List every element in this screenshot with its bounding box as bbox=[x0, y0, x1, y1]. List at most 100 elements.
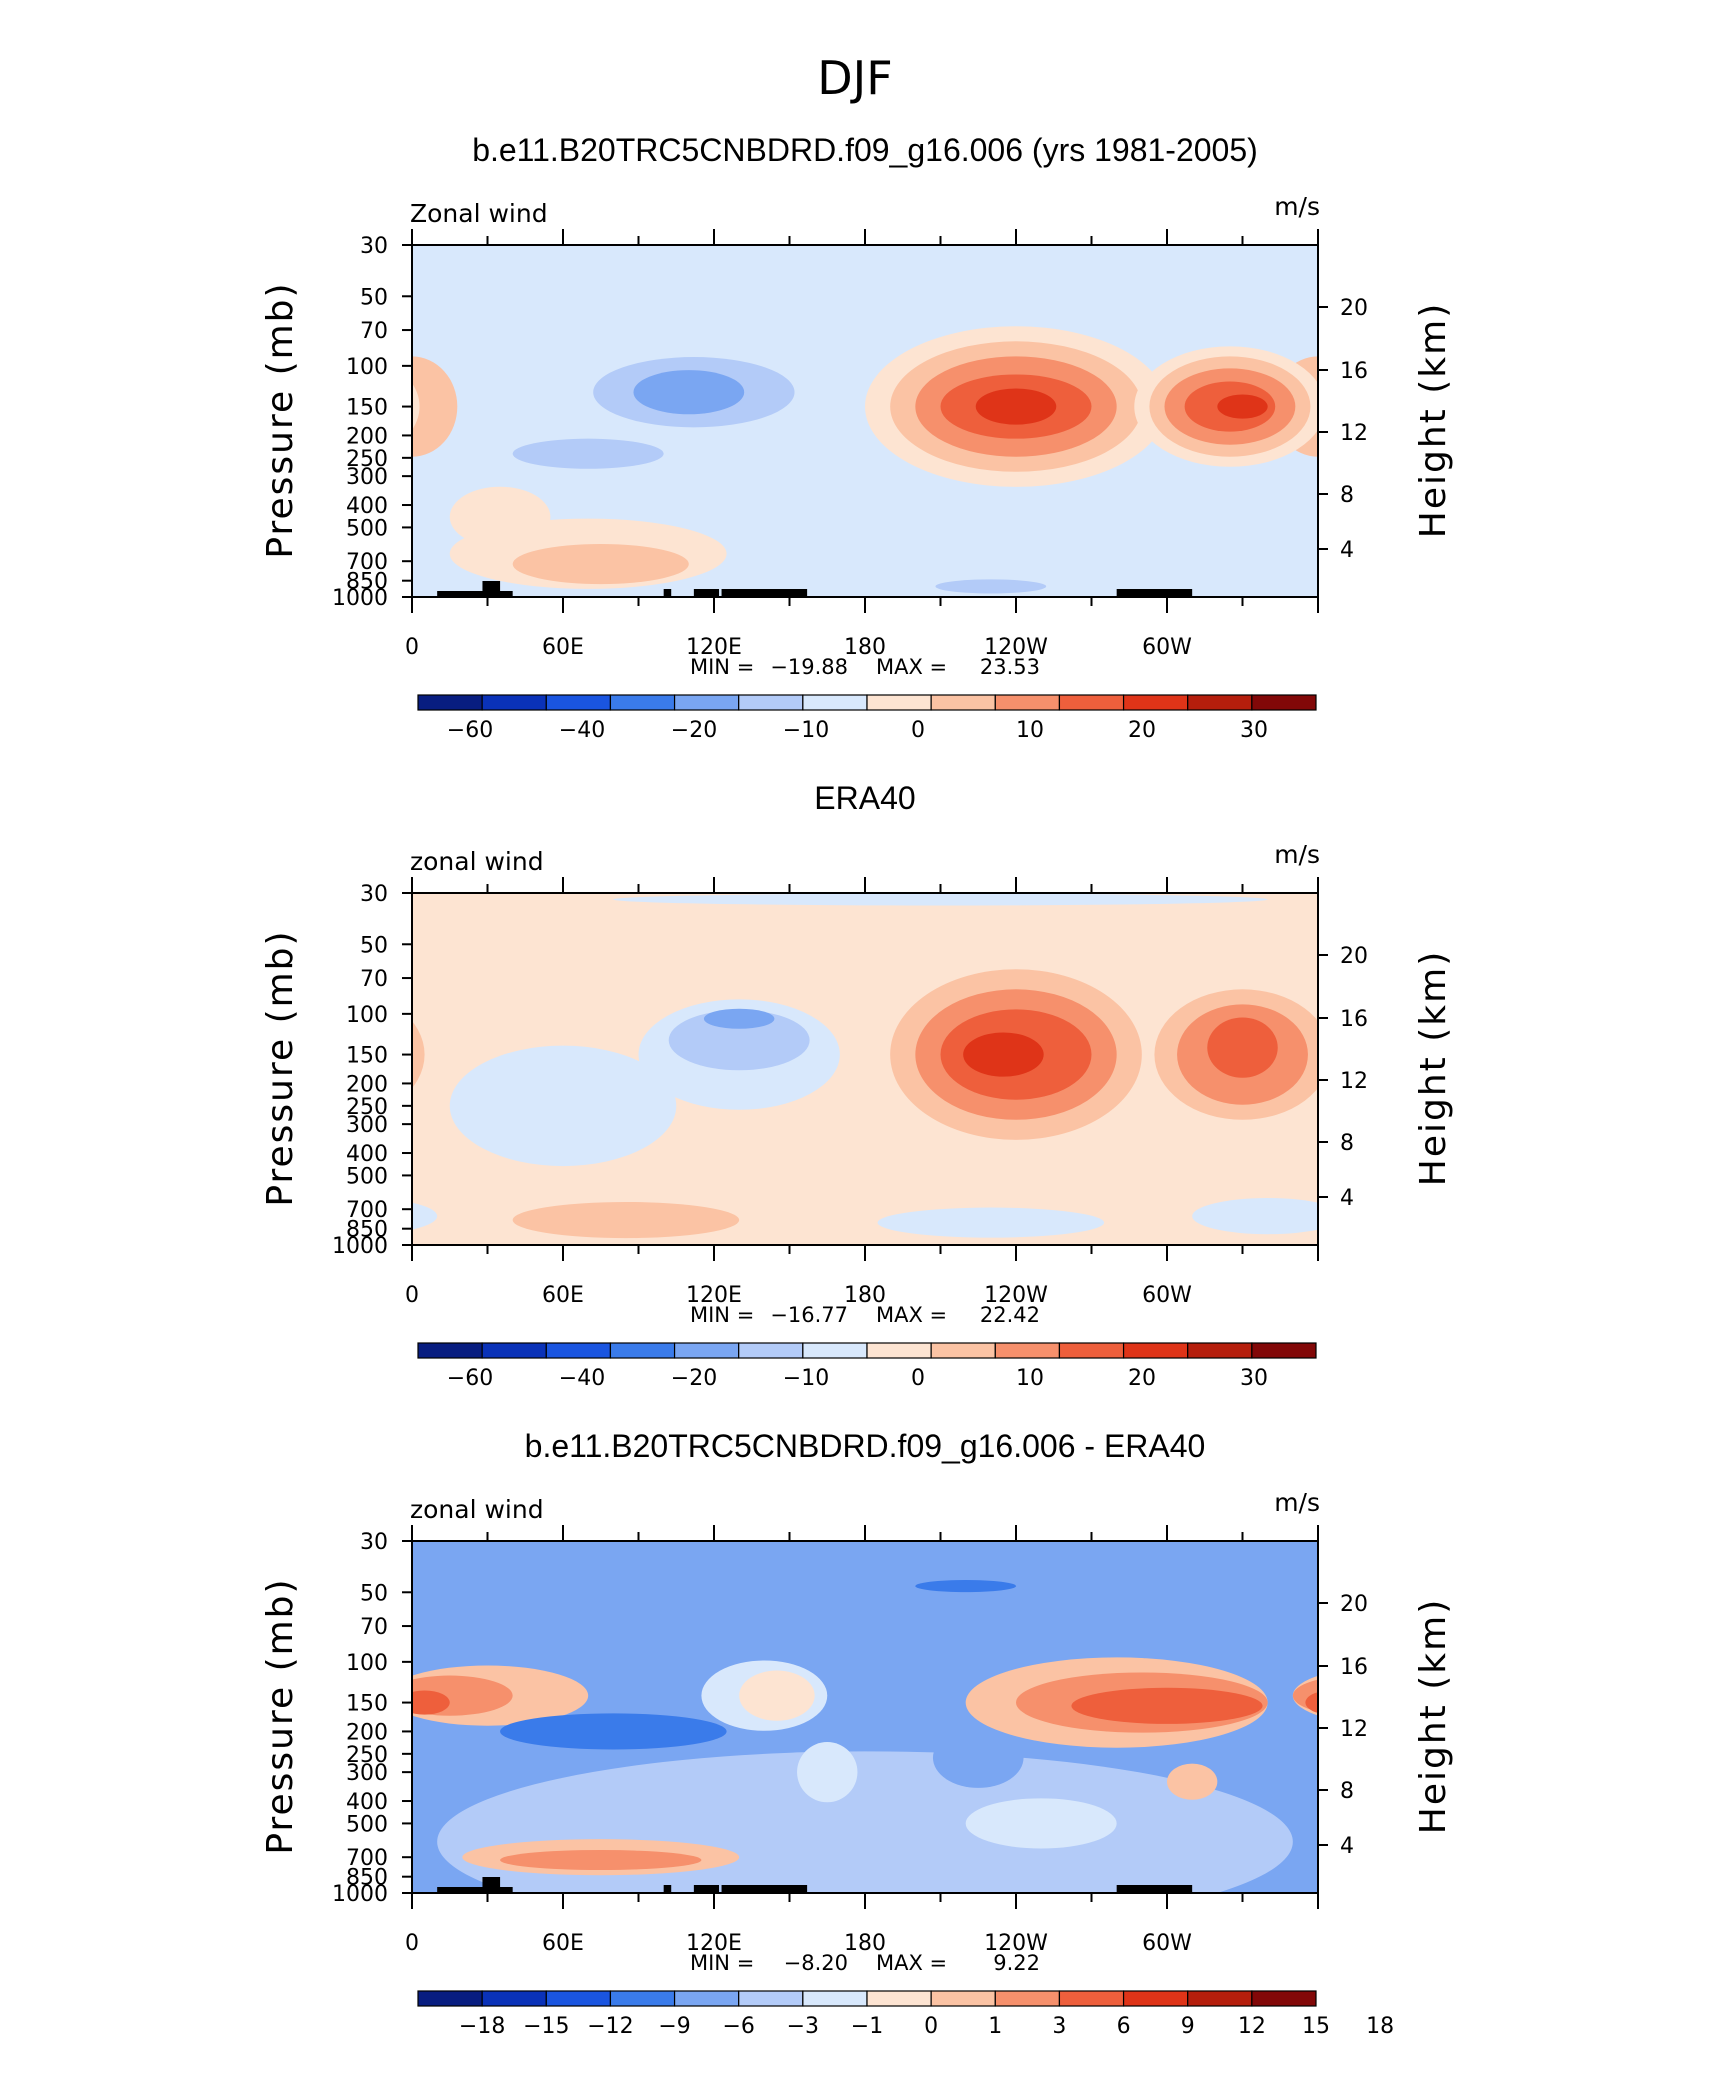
colorbar-label: −3 bbox=[787, 2014, 819, 2039]
contour-region bbox=[1071, 1687, 1263, 1724]
colorbar-swatch bbox=[1187, 1990, 1253, 2007]
variable-label: zonal wind bbox=[410, 1495, 544, 1524]
y-axis-title-right: Height (km) bbox=[1413, 950, 1454, 1186]
contour-region bbox=[935, 579, 1047, 594]
colorbar-swatch bbox=[738, 1342, 804, 1359]
colorbar-swatch bbox=[802, 1990, 868, 2007]
colorbar-swatch bbox=[545, 1342, 612, 1359]
colorbar-label: −40 bbox=[559, 718, 605, 743]
y-right-tick-label: 16 bbox=[1340, 1007, 1368, 1032]
colorbar-label: −10 bbox=[783, 1366, 829, 1391]
x-tick-label: 180 bbox=[844, 635, 886, 660]
max-value: 9.22 bbox=[993, 1951, 1040, 1975]
contour-region bbox=[963, 1032, 1044, 1077]
colorbar-label: −1 bbox=[851, 2014, 883, 2039]
colorbar-label: 10 bbox=[1016, 718, 1044, 743]
y-tick-label: 50 bbox=[360, 933, 388, 958]
colorbar-swatch bbox=[802, 694, 868, 711]
y-right-tick-label: 20 bbox=[1340, 1592, 1368, 1617]
colorbar-label: 3 bbox=[1052, 2014, 1066, 2039]
x-tick-label: 120E bbox=[686, 1931, 742, 1956]
topography-mask bbox=[437, 1887, 513, 1893]
colorbar-swatch bbox=[1187, 694, 1253, 711]
x-tick-label: 120E bbox=[686, 1283, 742, 1308]
y-tick-label: 700 bbox=[346, 1846, 388, 1871]
contour-region bbox=[739, 1670, 815, 1721]
contour-region bbox=[1167, 1763, 1218, 1800]
contour-region bbox=[932, 1727, 1024, 1788]
contour-region bbox=[633, 370, 745, 415]
y-tick-label: 300 bbox=[346, 465, 388, 490]
y-tick-label: 50 bbox=[360, 285, 388, 310]
y-tick-label: 100 bbox=[346, 1003, 388, 1028]
colorbar-label: −20 bbox=[671, 718, 717, 743]
colorbar-label: 15 bbox=[1302, 2014, 1330, 2039]
contour-region bbox=[1217, 394, 1268, 419]
y-right-tick-label: 8 bbox=[1340, 1779, 1354, 1804]
colorbar-label: −40 bbox=[559, 1366, 605, 1391]
colorbar-swatch bbox=[1187, 1342, 1253, 1359]
y-right-tick-label: 20 bbox=[1340, 944, 1368, 969]
x-tick-label: 60E bbox=[542, 635, 584, 660]
topography-mask bbox=[693, 589, 720, 597]
topography-mask bbox=[437, 591, 513, 597]
contour-region bbox=[449, 486, 551, 547]
colorbar-swatch bbox=[481, 1990, 547, 2007]
topography-mask bbox=[663, 1885, 672, 1893]
x-tick-label: 0 bbox=[405, 1283, 419, 1308]
min-label: MIN = bbox=[690, 655, 754, 679]
y-tick-label: 1000 bbox=[332, 586, 388, 611]
y-right-tick-label: 8 bbox=[1340, 483, 1354, 508]
contour-region bbox=[965, 1798, 1117, 1849]
contour-region bbox=[1305, 1692, 1318, 1713]
contour-region bbox=[412, 356, 458, 457]
y-axis-title: Pressure (mb) bbox=[260, 281, 301, 558]
colorbar-label: 0 bbox=[924, 2014, 938, 2039]
y-tick-label: 30 bbox=[360, 1530, 388, 1555]
contour-region bbox=[797, 1742, 858, 1803]
colorbar-swatch bbox=[1122, 1342, 1189, 1359]
y-right-tick-label: 16 bbox=[1340, 359, 1368, 384]
x-tick-label: 120W bbox=[984, 1283, 1048, 1308]
contour-region bbox=[412, 1202, 438, 1230]
contour-region bbox=[412, 1675, 513, 1716]
y-tick-label: 500 bbox=[346, 1812, 388, 1837]
min-label: MIN = bbox=[690, 1303, 754, 1327]
y-tick-label: 30 bbox=[360, 234, 388, 259]
max-value: 23.53 bbox=[980, 655, 1040, 679]
panel-title: b.e11.B20TRC5CNBDRD.f09_g16.006 - ERA40 bbox=[525, 1428, 1206, 1464]
topography-mask bbox=[721, 589, 808, 597]
y-tick-label: 700 bbox=[346, 550, 388, 575]
y-right-tick-label: 4 bbox=[1340, 1834, 1354, 1859]
topography-mask bbox=[1116, 1885, 1193, 1893]
colorbar-label: −20 bbox=[671, 1366, 717, 1391]
y-tick-label: 850 bbox=[346, 570, 388, 595]
x-tick-label: 120E bbox=[686, 635, 742, 660]
y-tick-label: 70 bbox=[360, 319, 388, 344]
contour-field bbox=[412, 893, 1318, 1245]
colorbar-swatch bbox=[802, 1342, 868, 1359]
y-tick-label: 500 bbox=[346, 1164, 388, 1189]
y-tick-label: 300 bbox=[346, 1113, 388, 1138]
topography-mask bbox=[663, 589, 672, 597]
y-tick-label: 850 bbox=[346, 1218, 388, 1243]
y-tick-label: 850 bbox=[346, 1866, 388, 1891]
y-tick-label: 150 bbox=[346, 1692, 388, 1717]
x-tick-label: 60W bbox=[1142, 1283, 1192, 1308]
y-right-tick-label: 12 bbox=[1340, 1717, 1368, 1742]
colorbar-swatch bbox=[417, 1342, 483, 1359]
x-tick-label: 120W bbox=[984, 635, 1048, 660]
y-tick-label: 200 bbox=[346, 424, 388, 449]
colorbar-label: −15 bbox=[523, 2014, 569, 2039]
colorbar-swatch bbox=[1251, 694, 1317, 711]
contour-field bbox=[412, 1541, 1318, 1893]
y-right-tick-label: 4 bbox=[1340, 538, 1354, 563]
contour-region bbox=[449, 1045, 677, 1167]
units-label: m/s bbox=[1274, 192, 1320, 221]
topography-mask bbox=[482, 1877, 501, 1893]
y-axis-title: Pressure (mb) bbox=[260, 1577, 301, 1854]
colorbar-swatch bbox=[738, 694, 804, 711]
colorbar-label: 6 bbox=[1117, 2014, 1131, 2039]
colorbar-label: −18 bbox=[459, 2014, 505, 2039]
contour-region bbox=[500, 1849, 702, 1871]
